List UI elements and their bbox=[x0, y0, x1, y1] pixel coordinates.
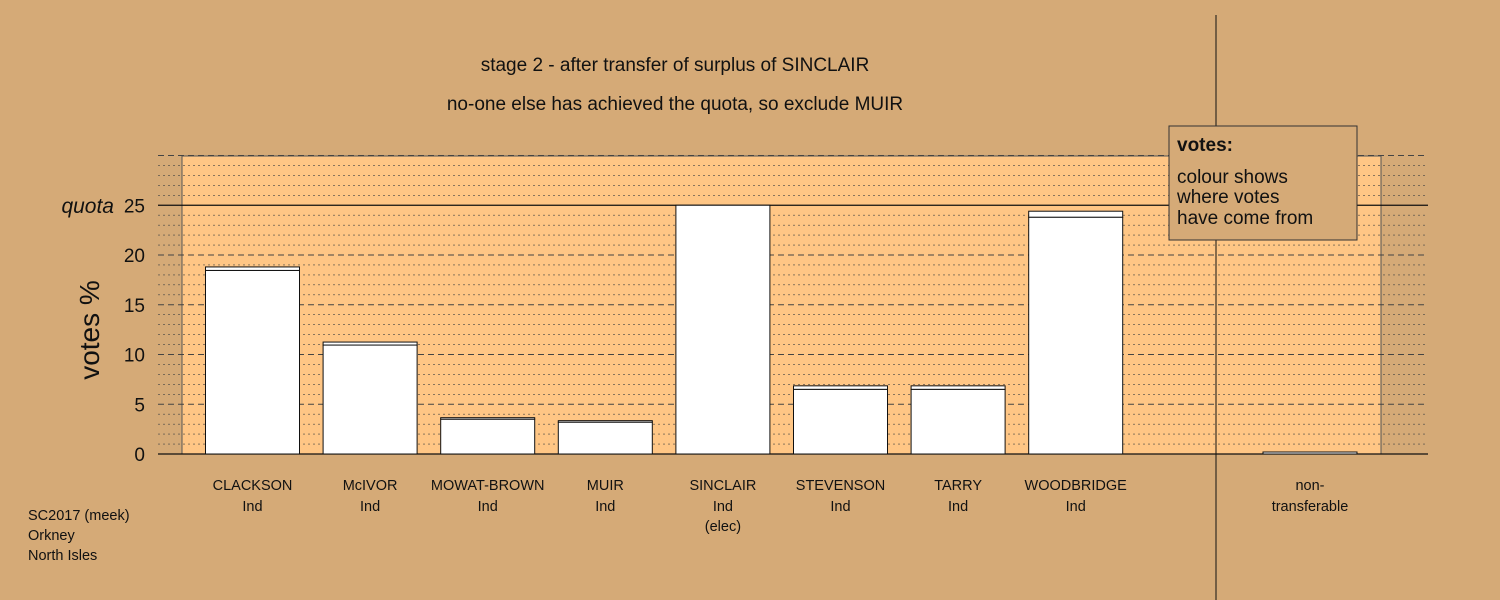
bar-segment bbox=[793, 385, 888, 390]
chart-subtitle: no-one else has achieved the quota, so e… bbox=[447, 94, 903, 115]
bar-segment bbox=[322, 344, 418, 455]
bar-segment bbox=[675, 204, 771, 455]
bar-segment bbox=[322, 341, 418, 346]
bar-segment bbox=[205, 266, 300, 271]
category-name: CLACKSON bbox=[213, 478, 293, 494]
nontransferable-bar bbox=[1262, 451, 1358, 455]
legend-box: votes: colour shows where votes have com… bbox=[1168, 125, 1358, 241]
y-axis-ticks: 0 5 10 15 20 25 bbox=[124, 196, 145, 466]
category-party: Ind bbox=[948, 499, 968, 515]
category-party: Ind bbox=[595, 499, 615, 515]
bar-group bbox=[205, 204, 1358, 455]
legend-frame bbox=[1168, 125, 1358, 241]
nontransferable-label-2: transferable bbox=[1272, 499, 1349, 515]
bar-segment bbox=[557, 421, 653, 455]
y-axis-label: votes % bbox=[74, 280, 105, 380]
legend-heading: votes: bbox=[1177, 135, 1233, 156]
legend-line-1: colour shows bbox=[1177, 167, 1288, 188]
category-labels: CLACKSON Ind McIVOR Ind MOWAT-BROWN Ind MUIR In… bbox=[213, 478, 1349, 535]
category-party: Ind bbox=[242, 499, 262, 515]
y-tick-label: 25 bbox=[124, 196, 145, 217]
category-name: SINCLAIR bbox=[689, 478, 756, 494]
category-name: MUIR bbox=[587, 478, 624, 494]
y-tick-label: 20 bbox=[124, 246, 145, 267]
category-party: Ind bbox=[478, 499, 498, 515]
bar-segment bbox=[1028, 210, 1124, 218]
bar-segment bbox=[910, 388, 1006, 455]
nontransferable-label-1: non- bbox=[1295, 478, 1324, 494]
y-tick-label: 0 bbox=[134, 445, 145, 466]
category-party: Ind bbox=[713, 499, 733, 515]
category-name: TARRY bbox=[934, 478, 982, 494]
chart-title: stage 2 - after transfer of surplus of S… bbox=[481, 55, 870, 76]
category-name: WOODBRIDGE bbox=[1025, 478, 1128, 494]
category-name: STEVENSON bbox=[796, 478, 885, 494]
legend-line-2: where votes bbox=[1176, 187, 1279, 208]
bar-segment bbox=[205, 269, 300, 455]
y-tick-label: 15 bbox=[124, 296, 145, 317]
bar-segment bbox=[440, 418, 536, 455]
footer-line-3: North Isles bbox=[28, 548, 97, 564]
category-party: Ind bbox=[830, 499, 850, 515]
category-name: McIVOR bbox=[343, 478, 398, 494]
bar-segment bbox=[440, 417, 536, 420]
bar-segment bbox=[793, 388, 888, 455]
footer-line-1: SC2017 (meek) bbox=[28, 508, 130, 524]
quota-label: quota bbox=[61, 195, 114, 218]
category-party: Ind bbox=[360, 499, 380, 515]
bar-segment bbox=[910, 385, 1006, 390]
y-tick-label: 5 bbox=[134, 395, 145, 416]
footer-line-2: Orkney bbox=[28, 528, 75, 544]
category-note: (elec) bbox=[705, 519, 741, 535]
category-party: Ind bbox=[1066, 499, 1086, 515]
y-tick-label: 10 bbox=[124, 346, 145, 367]
bar-segment bbox=[1028, 216, 1124, 455]
category-name: MOWAT-BROWN bbox=[431, 478, 545, 494]
bar-segment bbox=[557, 420, 653, 423]
legend-line-3: have come from bbox=[1177, 208, 1313, 229]
